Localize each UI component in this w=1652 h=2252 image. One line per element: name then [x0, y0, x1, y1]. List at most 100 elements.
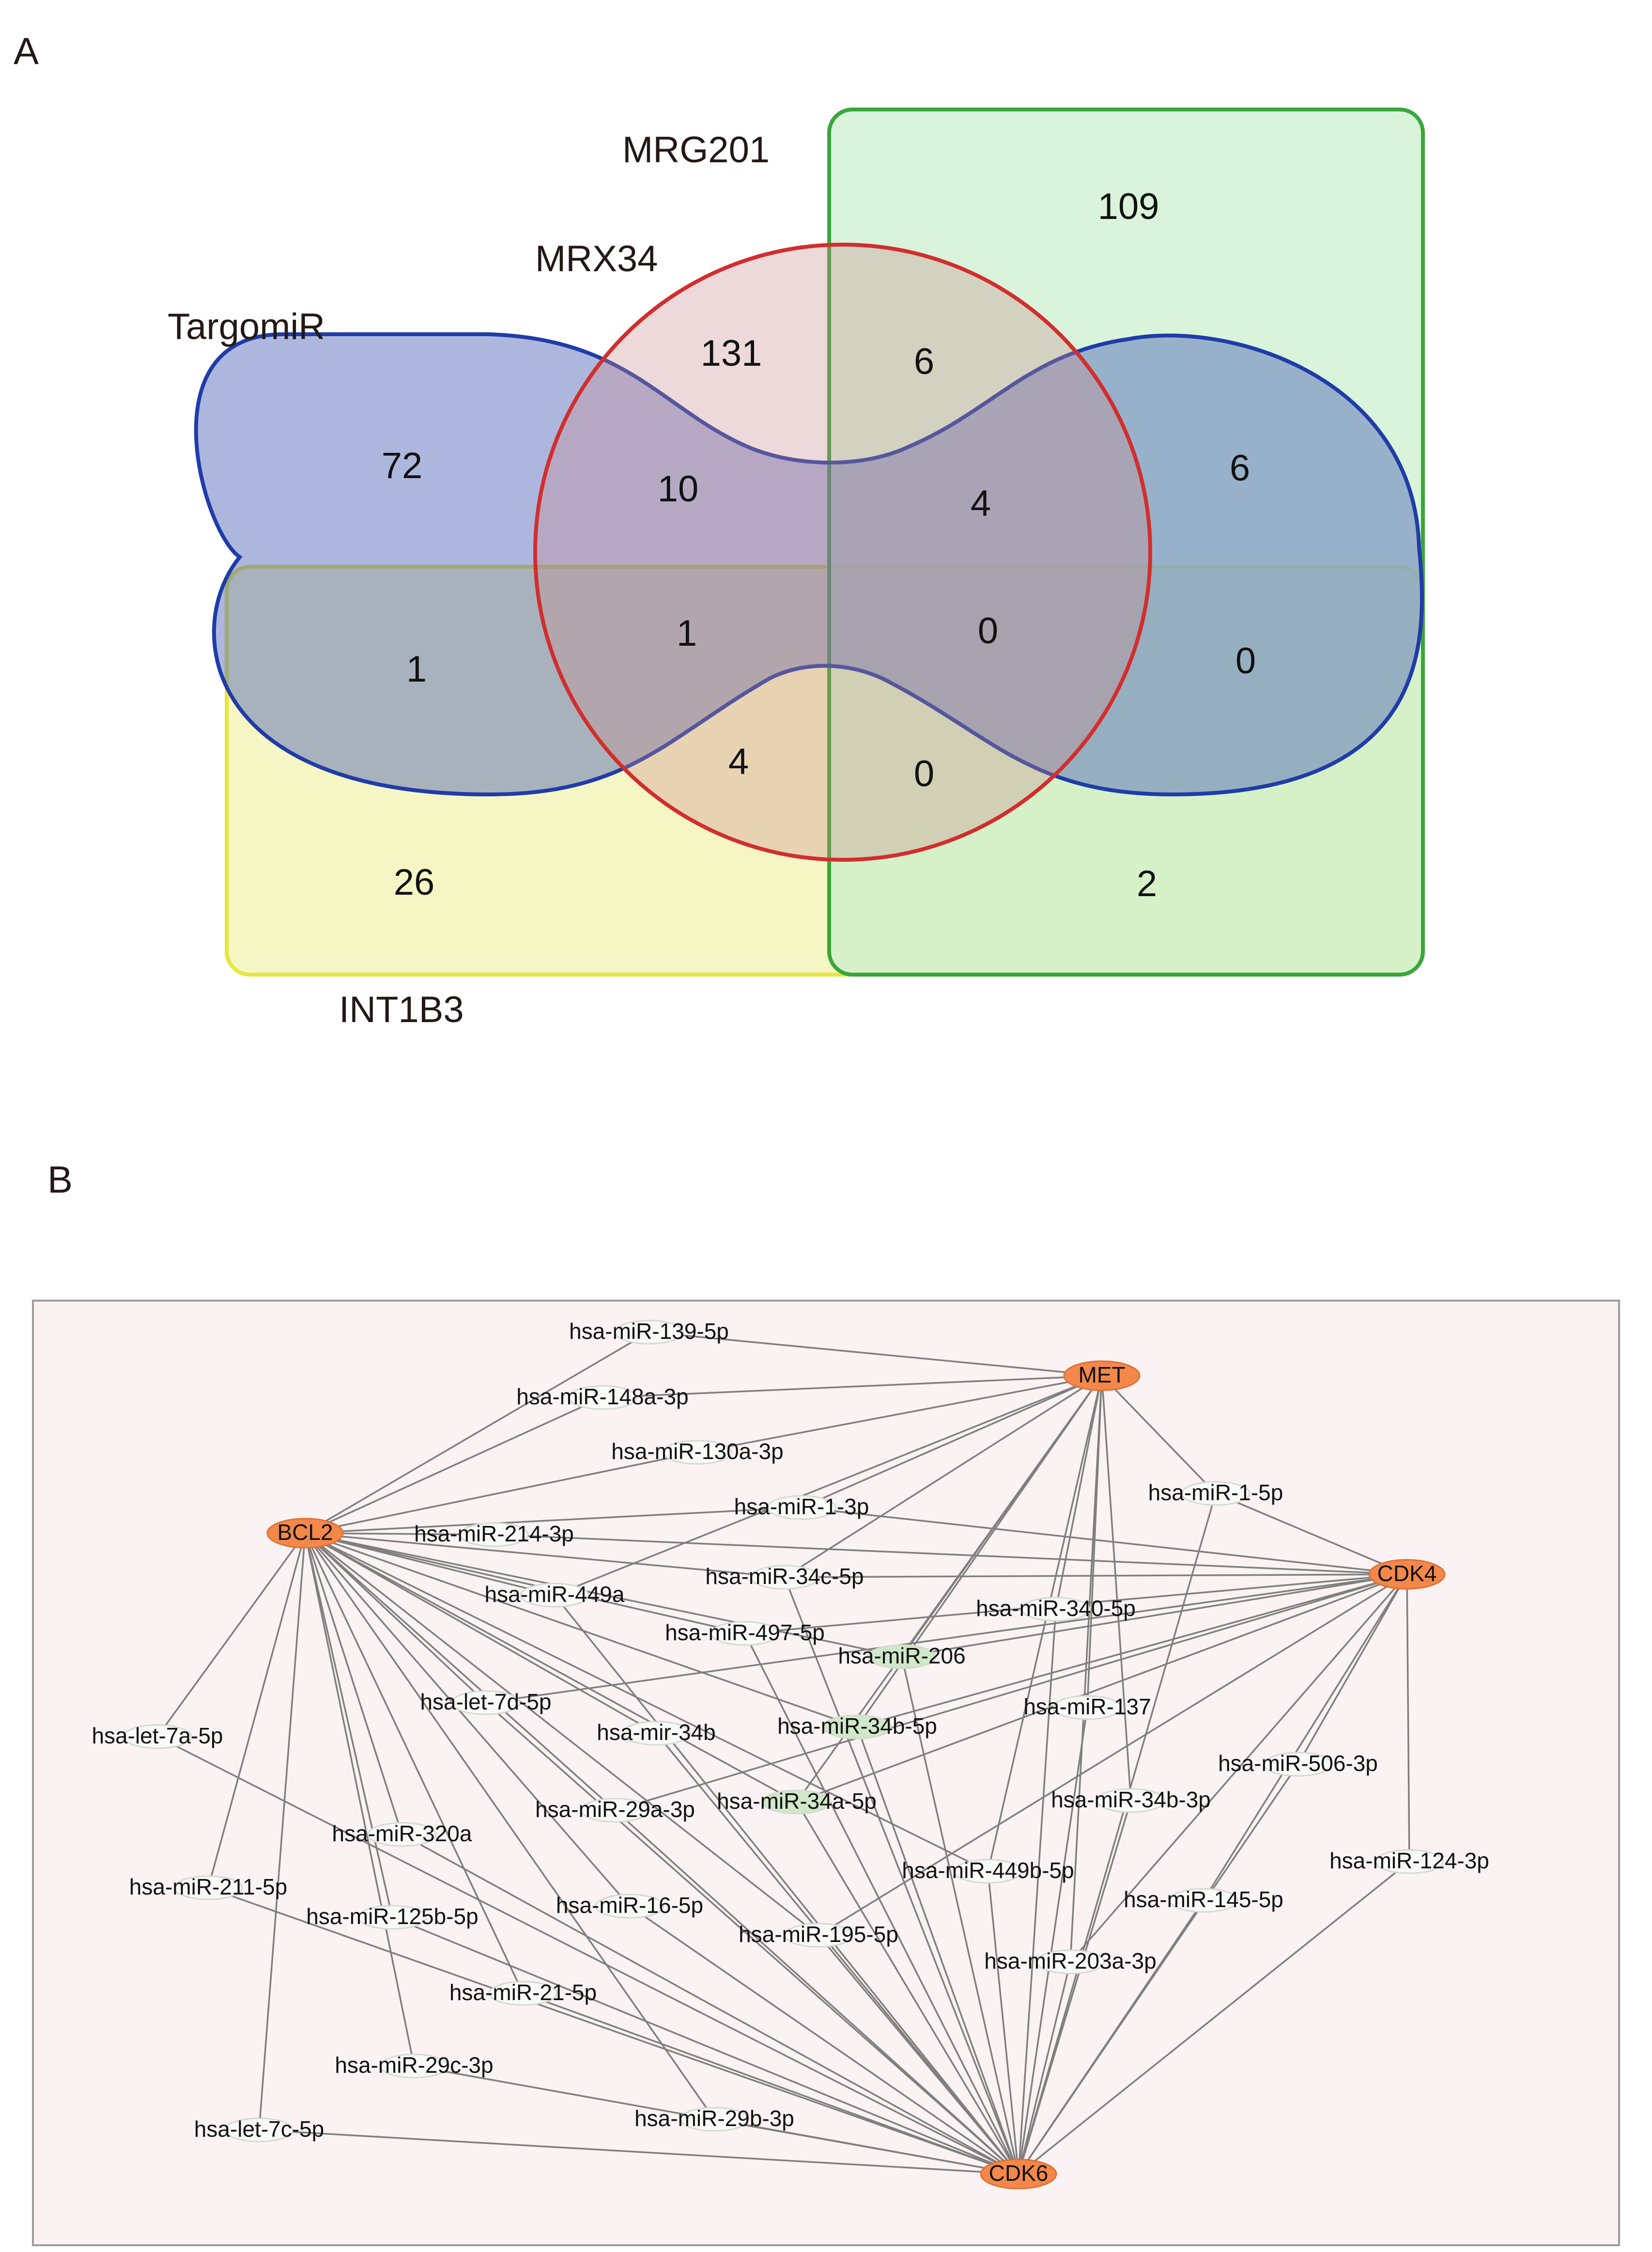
count-targomir-int1b3: 1 — [406, 649, 427, 690]
network-nodes: MET BCL2 CDK4 CDK6 hsa-miR-139-5p hsa-miR-148… — [92, 1319, 1489, 2190]
node-m506[interactable]: hsa-miR-506-3p — [1218, 1751, 1378, 1777]
node-shape — [379, 2053, 449, 2079]
node-label: hsa-let-7a-5p — [92, 1723, 223, 1748]
node-m206[interactable]: hsa-miR-206 — [838, 1643, 966, 1669]
edge-m1_3p-MET — [801, 1375, 1102, 1508]
edge-m1_3p-CDK4 — [801, 1507, 1407, 1575]
edge-m139-BCL2 — [305, 1331, 649, 1534]
node-m125b[interactable]: hsa-miR-125b-5p — [306, 1904, 479, 1930]
node-m34b5p[interactable]: hsa-miR-34b-5p — [777, 1713, 937, 1739]
node-m34a[interactable]: hsa-miR-34a-5p — [717, 1788, 877, 1815]
node-label: hsa-miR-506-3p — [1218, 1751, 1378, 1776]
node-shape — [1063, 1360, 1141, 1391]
node-let7a[interactable]: hsa-let-7a-5p — [92, 1723, 223, 1749]
node-shape — [679, 2107, 749, 2132]
count-targomir-mrx34-int1b3: 1 — [677, 613, 697, 654]
edge-m211-CDK6 — [208, 1887, 1019, 2175]
node-met[interactable]: MET — [1063, 1360, 1141, 1391]
node-let7c[interactable]: hsa-let-7c-5p — [194, 2116, 324, 2143]
node-m214[interactable]: hsa-miR-214-3p — [414, 1521, 574, 1547]
node-shape — [767, 1495, 836, 1520]
node-m145[interactable]: hsa-miR-145-5p — [1124, 1887, 1283, 1913]
edge-m148a-BCL2 — [305, 1397, 603, 1534]
node-shape — [663, 1440, 732, 1465]
node-label: hsa-miR-195-5p — [739, 1922, 898, 1947]
edge-m137-CDK6 — [1018, 1707, 1088, 2174]
node-m137[interactable]: hsa-miR-137 — [1023, 1694, 1151, 1720]
node-shape — [953, 1859, 1023, 1884]
node-shape — [762, 1789, 832, 1815]
venn-panel: A MRG201 MRX34 TargomiR INT1B3 109 131 6… — [14, 30, 1425, 1030]
node-label: hsa-miR-21-5p — [449, 1980, 597, 2005]
count-mrx34-mrg201-int1b3: 0 — [914, 753, 934, 794]
node-label: hsa-miR-214-3p — [414, 1521, 574, 1546]
edge-m206-BCL2 — [305, 1532, 902, 1658]
edge-m34c-MET — [784, 1375, 1102, 1578]
node-label: hsa-miR-34c-5p — [705, 1564, 864, 1589]
node-label: hsa-miR-449a — [485, 1582, 625, 1607]
node-let7d[interactable]: hsa-let-7d-5p — [420, 1689, 552, 1715]
edge-m29a-BCL2 — [304, 1532, 616, 1811]
node-m320a[interactable]: hsa-miR-320a — [332, 1821, 472, 1847]
node-m130a[interactable]: hsa-miR-130a-3p — [611, 1439, 784, 1465]
node-m139[interactable]: hsa-miR-139-5p — [569, 1319, 729, 1345]
node-label: hsa-miR-148a-3p — [516, 1384, 688, 1409]
mrg201-label: MRG201 — [622, 129, 770, 171]
edge-m34c-CDK4 — [784, 1573, 1407, 1578]
mrx34-set — [533, 243, 1152, 862]
node-m195[interactable]: hsa-miR-195-5p — [739, 1922, 898, 1948]
edge-m195-CDK6 — [818, 1934, 1019, 2175]
node-label: hsa-miR-211-5p — [129, 1874, 287, 1899]
node-label: hsa-miR-206 — [838, 1643, 965, 1668]
count-all-four: 0 — [978, 610, 998, 652]
node-shape — [224, 2117, 294, 2143]
node-label: hsa-miR-34a-5p — [717, 1788, 877, 1814]
node-shape — [451, 1690, 521, 1715]
node-m21[interactable]: hsa-miR-21-5p — [449, 1980, 597, 2006]
node-label: hsa-let-7c-5p — [194, 2116, 324, 2142]
node-cdk6[interactable]: CDK6 — [980, 2159, 1057, 2190]
node-m124[interactable]: hsa-miR-124-3p — [1329, 1848, 1489, 1874]
edge-mir34b-CDK6 — [655, 1732, 1019, 2175]
node-m29c[interactable]: hsa-miR-29c-3p — [335, 2052, 494, 2079]
count-mrg201-int1b3: 2 — [1137, 863, 1157, 904]
node-cdk4[interactable]: CDK4 — [1368, 1559, 1446, 1590]
node-shape — [173, 1875, 243, 1900]
count-int1b3-only: 26 — [394, 862, 435, 903]
node-m449a[interactable]: hsa-miR-449a — [485, 1582, 625, 1608]
node-mir34b[interactable]: hsa-mir-34b — [597, 1720, 716, 1746]
node-label: hsa-miR-29c-3p — [335, 2052, 493, 2078]
node-label: hsa-miR-34b-5p — [777, 1713, 937, 1739]
node-shape — [367, 1822, 437, 1847]
edge-m497-CDK6 — [744, 1633, 1019, 2174]
node-bcl2[interactable]: BCL2 — [266, 1518, 344, 1549]
node-m34b3p[interactable]: hsa-miR-34b-3p — [1051, 1787, 1211, 1813]
edge-m29c-BCL2 — [304, 1533, 415, 2066]
edge-m195-CDK4 — [818, 1573, 1407, 1936]
node-label: hsa-miR-125b-5p — [306, 1904, 478, 1929]
node-m1_3p[interactable]: hsa-miR-1-3p — [734, 1494, 869, 1520]
node-label: hsa-miR-29b-3p — [634, 2106, 794, 2131]
node-m449b[interactable]: hsa-miR-449b-5p — [902, 1858, 1074, 1884]
edge-let7a-CDK6 — [157, 1736, 1019, 2175]
edge-m139-MET — [648, 1331, 1102, 1377]
node-m29b[interactable]: hsa-miR-29b-3p — [634, 2106, 794, 2132]
node-label: hsa-miR-124-3p — [1329, 1848, 1489, 1873]
node-m34c[interactable]: hsa-miR-34c-5p — [705, 1564, 864, 1590]
node-m16[interactable]: hsa-miR-16-5p — [556, 1893, 703, 1919]
node-m1_5p[interactable]: hsa-miR-1-5p — [1148, 1480, 1283, 1506]
edge-m34a-CDK6 — [796, 1802, 1019, 2174]
node-m203a[interactable]: hsa-miR-203a-3p — [984, 1948, 1157, 1974]
node-m497[interactable]: hsa-miR-497-5p — [665, 1620, 825, 1646]
edge-m29b-BCL2 — [304, 1532, 715, 2120]
node-shape — [1368, 1559, 1446, 1590]
node-m29a[interactable]: hsa-miR-29a-3p — [535, 1797, 695, 1823]
edge-m497-BCL2 — [305, 1532, 745, 1634]
node-shape — [568, 1385, 637, 1410]
node-shape — [1181, 1481, 1251, 1506]
node-shape — [459, 1522, 529, 1547]
node-m340[interactable]: hsa-miR-340-5p — [976, 1596, 1136, 1622]
node-m148a[interactable]: hsa-miR-148a-3p — [516, 1384, 689, 1410]
node-m211[interactable]: hsa-miR-211-5p — [129, 1874, 287, 1900]
edge-m148a-MET — [602, 1375, 1102, 1398]
